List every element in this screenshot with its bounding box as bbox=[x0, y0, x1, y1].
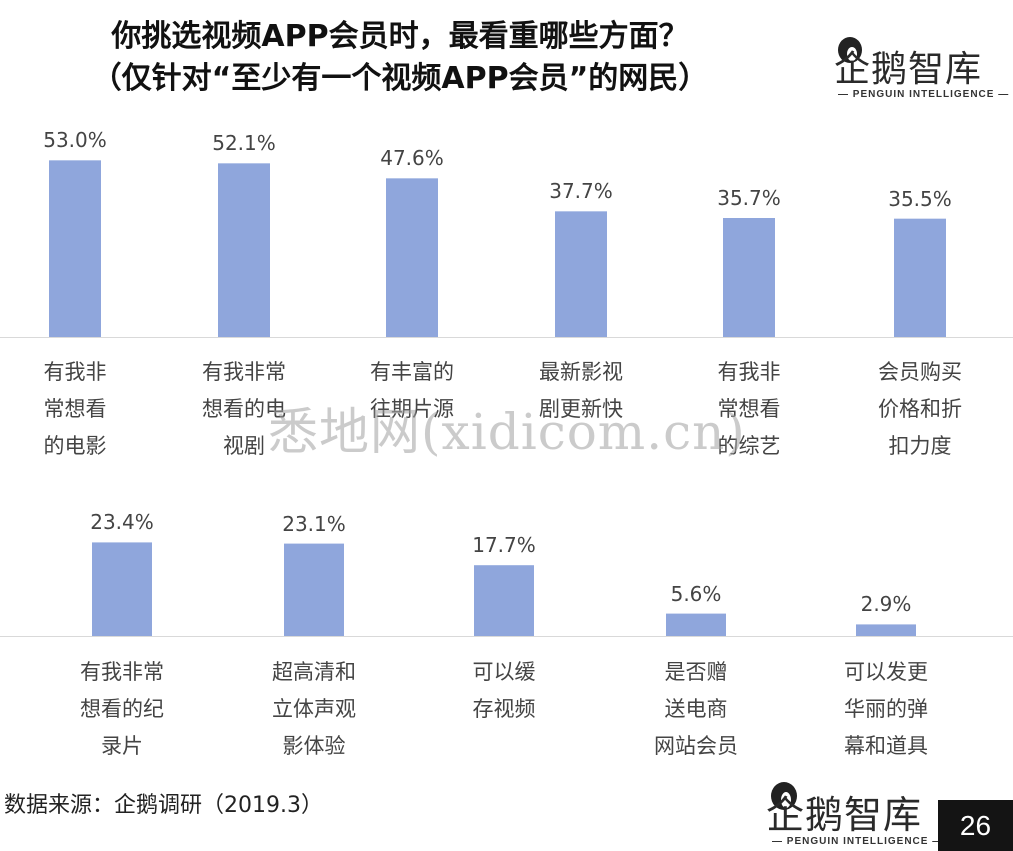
category-label: 有丰富的 往期片源 bbox=[370, 360, 454, 421]
logo-wordmark: 企鹅智库 bbox=[766, 793, 923, 837]
bar bbox=[474, 565, 534, 636]
bar-value-label: 37.7% bbox=[549, 179, 613, 204]
category-label: 有我非常 想看的纪 录片 bbox=[80, 660, 164, 758]
category-label: 可以缓 存视频 bbox=[472, 660, 536, 721]
logo-tagline: — PENGUIN INTELLIGENCE — bbox=[838, 89, 1010, 100]
bar bbox=[555, 211, 607, 337]
category-label: 有我非 常想看 的综艺 bbox=[717, 360, 781, 458]
category-label: 会员购买 价格和折 扣力度 bbox=[878, 360, 962, 458]
category-label: 超高清和 立体声观 影体验 bbox=[272, 660, 356, 758]
chart-title-line-2: （仅针对“至少有一个视频APP会员”的网民） bbox=[91, 61, 709, 96]
penguin-intelligence-logo-footer: 企鹅智库 — PENGUIN INTELLIGENCE — bbox=[760, 780, 944, 851]
x-axis-line bbox=[0, 337, 1013, 338]
bar-value-label: 17.7% bbox=[472, 533, 536, 558]
bar bbox=[386, 178, 438, 337]
category-label: 有我非 常想看 的电影 bbox=[43, 360, 107, 458]
bar-value-label: 53.0% bbox=[43, 128, 107, 153]
category-label: 可以发更 华丽的弹 幕和道具 bbox=[844, 660, 928, 758]
bar bbox=[666, 613, 726, 636]
bar-value-label: 47.6% bbox=[380, 146, 444, 171]
bar bbox=[92, 542, 152, 636]
bar bbox=[49, 160, 101, 337]
page-number: 26 bbox=[938, 800, 1013, 851]
bar-value-label: 5.6% bbox=[670, 581, 722, 606]
bar-value-label: 35.7% bbox=[717, 186, 781, 210]
bar bbox=[894, 218, 946, 337]
bar-value-label: 35.5% bbox=[888, 186, 952, 211]
data-source-note: 数据来源：企鹅调研（2019.3） bbox=[4, 793, 323, 818]
bar-value-label: 23.1% bbox=[282, 511, 346, 536]
category-label: 是否赠 送电商 网站会员 bbox=[654, 660, 738, 758]
chart-title-line-1: 你挑选视频APP会员时，最看重哪些方面？ bbox=[111, 19, 689, 54]
logo-tagline: — PENGUIN INTELLIGENCE — bbox=[772, 836, 944, 847]
bar bbox=[723, 218, 775, 337]
category-label: 有我非常 想看的电 视剧 bbox=[202, 360, 286, 458]
bar bbox=[856, 624, 916, 636]
bar-value-label: 2.9% bbox=[860, 592, 912, 617]
penguin-icon bbox=[838, 37, 862, 63]
watermark: 悉地网(xidicom.cn) bbox=[268, 403, 746, 461]
logo-wordmark: 企鹅智库 bbox=[834, 49, 983, 90]
penguin-intelligence-logo: 企鹅智库 — PENGUIN INTELLIGENCE — bbox=[828, 34, 1008, 104]
bar bbox=[218, 163, 270, 337]
bar-value-label: 52.1% bbox=[212, 131, 276, 156]
x-axis-line bbox=[0, 636, 1013, 637]
bar-value-label: 23.4% bbox=[90, 510, 154, 535]
category-label: 最新影视 剧更新快 bbox=[539, 360, 623, 421]
penguin-icon bbox=[771, 782, 797, 810]
bar bbox=[284, 543, 344, 636]
